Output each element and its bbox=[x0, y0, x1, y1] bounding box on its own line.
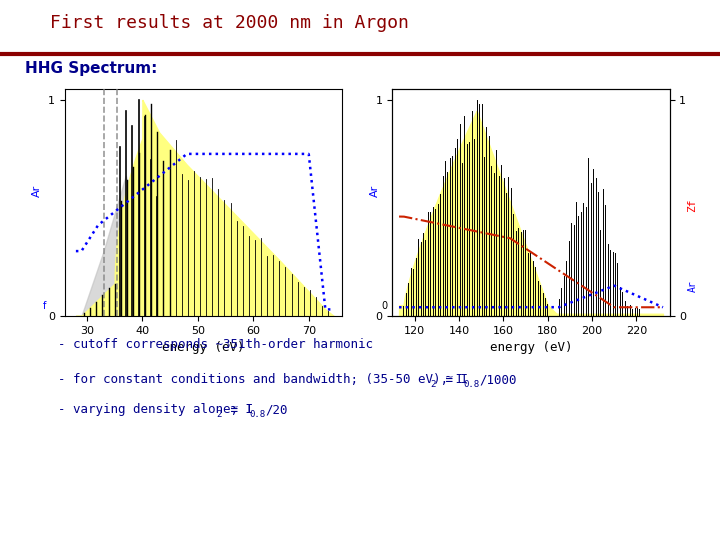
Text: - varying density alone; I: - varying density alone; I bbox=[58, 403, 253, 416]
Text: f: f bbox=[42, 301, 46, 312]
Text: OHIO: OHIO bbox=[651, 11, 692, 25]
Text: ≅ I: ≅ I bbox=[223, 403, 253, 416]
Text: First results at 2000 nm in Argon: First results at 2000 nm in Argon bbox=[50, 14, 409, 32]
Text: STATE: STATE bbox=[652, 27, 690, 37]
Text: UNIVERSITY: UNIVERSITY bbox=[653, 43, 690, 48]
Text: - for constant conditions and bandwidth; (35-50 eV), I: - for constant conditions and bandwidth;… bbox=[58, 373, 463, 387]
Text: 2: 2 bbox=[216, 410, 221, 419]
Text: HHG Spectrum:: HHG Spectrum: bbox=[25, 62, 158, 76]
X-axis label: energy (eV): energy (eV) bbox=[490, 341, 572, 354]
Text: Zf: Zf bbox=[688, 198, 698, 212]
Text: Ar: Ar bbox=[370, 185, 380, 197]
Text: ≅ I: ≅ I bbox=[438, 373, 468, 387]
Text: - cutoff corresponds ~351th-order harmonic: - cutoff corresponds ~351th-order harmon… bbox=[58, 338, 373, 352]
Text: 0: 0 bbox=[382, 301, 387, 312]
Text: Ar: Ar bbox=[32, 185, 42, 197]
Text: Ar: Ar bbox=[688, 280, 698, 292]
Text: /20: /20 bbox=[265, 403, 287, 416]
Text: 0.8: 0.8 bbox=[249, 410, 265, 419]
Text: /1000: /1000 bbox=[480, 373, 517, 387]
Text: 2: 2 bbox=[431, 380, 436, 389]
Text: 0.8: 0.8 bbox=[464, 380, 480, 389]
X-axis label: energy (eV): energy (eV) bbox=[162, 341, 245, 354]
